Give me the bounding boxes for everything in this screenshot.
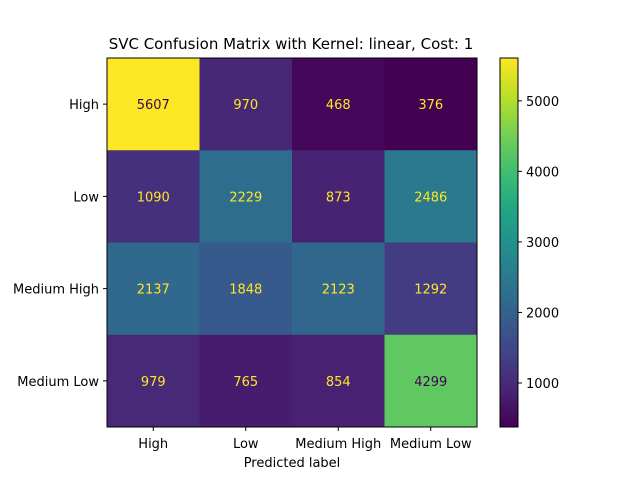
heatmap-cell	[199, 150, 293, 243]
heatmap-cell	[199, 242, 293, 336]
y-tick-label: High	[69, 98, 99, 113]
y-tick-label: Medium High	[13, 283, 99, 298]
cell-value-label: 2123	[322, 283, 355, 298]
x-tick-label: Medium Low	[390, 437, 472, 452]
heatmap-cell	[199, 58, 293, 151]
heatmap-cell	[107, 334, 200, 428]
x-tick-label: Medium High	[295, 437, 381, 452]
heatmap-cell	[107, 150, 200, 243]
x-tick-label: Low	[233, 437, 259, 452]
cell-value-label: 873	[326, 190, 351, 205]
cell-value-label: 979	[141, 375, 166, 390]
cell-value-label: 2486	[414, 190, 447, 205]
x-axis-label: Predicted label	[244, 456, 341, 471]
heatmap-cell	[292, 58, 385, 151]
heatmap-cell	[292, 242, 385, 336]
x-tick-label: High	[138, 437, 168, 452]
chart-title: SVC Confusion Matrix with Kernel: linear…	[109, 35, 474, 53]
cell-value-label: 970	[233, 98, 258, 113]
heatmap-cell	[384, 334, 478, 428]
colorbar-tick-label: 3000	[526, 236, 559, 251]
colorbar-tick-label: 2000	[526, 306, 559, 321]
heatmap-cell	[107, 58, 200, 151]
heatmap-cells: 5607 970 468 376 1090 2229 873 2486 2137 1848 2123…	[107, 58, 478, 428]
y-tick-label: Low	[73, 190, 99, 205]
cell-value-label: 765	[233, 375, 258, 390]
cell-value-label: 1090	[137, 190, 170, 205]
colorbar-tick-label: 5000	[526, 95, 559, 110]
colorbar-tick-label: 1000	[526, 377, 559, 392]
heatmap-cell	[384, 150, 478, 243]
cell-value-label: 2137	[137, 283, 170, 298]
cell-value-label: 376	[418, 98, 443, 113]
heatmap-cell	[384, 242, 478, 336]
heatmap-cell	[107, 242, 200, 336]
y-axis: High Low Medium High Medium Low	[13, 98, 107, 390]
plot-frame	[106, 57, 478, 428]
heatmap-cell	[292, 334, 385, 428]
x-axis: High Low Medium High Medium Low	[138, 427, 472, 452]
cell-value-label: 5607	[137, 98, 170, 113]
cell-value-label: 1848	[229, 283, 262, 298]
colorbar-tick-label: 4000	[526, 165, 559, 180]
y-tick-label: Medium Low	[17, 375, 99, 390]
cell-value-label: 4299	[414, 375, 447, 390]
colorbar-axis: 1000 2000 3000 4000 5000	[518, 95, 559, 392]
cell-value-label: 468	[326, 98, 351, 113]
colorbar	[499, 57, 519, 428]
cell-value-label: 1292	[414, 283, 447, 298]
heatmap-cell	[292, 150, 385, 243]
cell-value-label: 854	[326, 375, 351, 390]
cell-value-label: 2229	[229, 190, 262, 205]
heatmap-cell	[384, 58, 478, 151]
heatmap-cell	[199, 334, 293, 428]
